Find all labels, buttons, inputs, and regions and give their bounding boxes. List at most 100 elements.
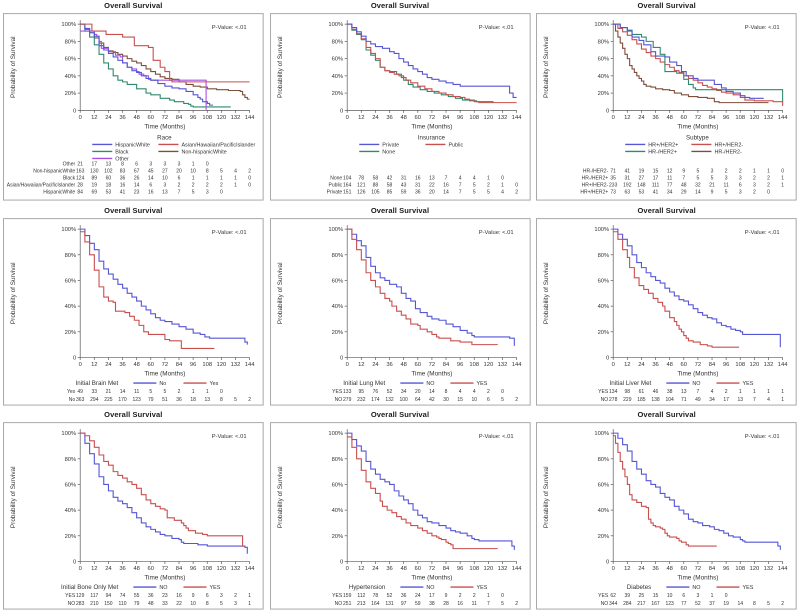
x-tick-label: 72	[162, 566, 168, 572]
y-tick-label: 100%	[61, 22, 76, 28]
at-risk-count: 52	[386, 593, 392, 599]
legend-label: HR-/HER2+	[649, 149, 678, 155]
survival-curve	[80, 432, 248, 555]
at-risk-count: 2	[234, 593, 237, 599]
at-risk-count: 33	[92, 389, 98, 395]
y-axis-title: Probability of Survival	[277, 467, 284, 529]
y-axis-title: Probability of Survival	[10, 262, 17, 324]
at-risk-count: 0	[501, 176, 504, 182]
x-tick-label: 72	[695, 566, 701, 572]
x-tick-label: 108	[202, 566, 212, 572]
legend-label: Asian/Hawaiian/PacificIslander	[181, 142, 255, 148]
legend-title: Hypertension	[348, 584, 385, 591]
at-risk-count: 2	[487, 183, 490, 189]
at-risk-count: 6	[487, 397, 490, 403]
y-tick-label: 100%	[328, 227, 343, 233]
at-risk-count: 229	[623, 397, 632, 403]
at-risk-count: 2	[515, 601, 518, 607]
at-risk-count: 7	[458, 183, 461, 189]
at-risk-count: 32	[695, 183, 701, 189]
survival-curve	[346, 436, 498, 550]
at-risk-count: 21	[77, 161, 83, 167]
at-risk-count: 7	[683, 176, 686, 182]
at-risk-count: 13	[429, 176, 435, 182]
at-risk-count: 1	[234, 183, 237, 189]
at-risk-count: 22	[176, 601, 182, 607]
x-tick-label: 0	[345, 566, 348, 572]
at-risk-count: 29	[681, 190, 687, 196]
x-tick-label: 36	[386, 362, 392, 368]
y-tick-label: 100%	[61, 431, 76, 437]
x-tick-label: 24	[372, 115, 379, 121]
at-risk-row-label: YES	[598, 593, 609, 599]
x-tick-label: 132	[231, 566, 241, 572]
legend-label: Other	[115, 156, 129, 162]
at-risk-count: 94	[106, 593, 112, 599]
at-risk-count: 2	[753, 190, 756, 196]
at-risk-count: 69	[92, 190, 98, 196]
at-risk-count: 8	[444, 389, 447, 395]
at-risk-count: 20	[176, 169, 182, 175]
y-tick-label: 0	[340, 560, 343, 566]
x-tick-label: 120	[750, 566, 760, 572]
x-tick-label: 36	[119, 115, 125, 121]
at-risk-count: 15	[457, 397, 463, 403]
x-tick-label: 84	[442, 566, 449, 572]
survival-curve	[346, 432, 515, 551]
x-tick-label: 60	[148, 566, 154, 572]
at-risk-count: 14	[738, 601, 744, 607]
y-axis-title: Probability of Survival	[10, 36, 17, 98]
at-risk-count: 78	[358, 176, 364, 182]
at-risk-count: 30	[443, 397, 449, 403]
km-panel-race: Overall Survival P-Value: <.01 100% 80% 60%…	[0, 0, 267, 205]
at-risk-count: 79	[148, 397, 154, 403]
km-panel-liver-met: Overall Survival P-Value: <.01 100% 80% 60%…	[533, 205, 800, 410]
at-risk-count: 5	[501, 397, 504, 403]
at-risk-count: 79	[134, 601, 140, 607]
at-risk-row-label: HR+/HER2+	[581, 190, 609, 196]
y-tick-label: 60%	[598, 278, 610, 284]
at-risk-count: 1	[192, 161, 195, 167]
at-risk-row-label: YES	[65, 593, 76, 599]
at-risk-count: 11	[724, 183, 729, 189]
at-risk-row-label: YES	[332, 593, 343, 599]
x-tick-label: 96	[723, 115, 729, 121]
at-risk-count: 5	[711, 176, 714, 182]
at-risk-row-label: Black	[63, 176, 76, 182]
at-risk-count: 23	[162, 593, 168, 599]
at-risk-count: 123	[132, 397, 141, 403]
km-panel-hypertension: Overall Survival P-Value: <.01 100% 80% 60%…	[267, 409, 534, 614]
x-tick-label: 24	[639, 362, 646, 368]
x-tick-label: 36	[386, 115, 392, 121]
at-risk-row-label: Asian/Hawaiian/PacificIslander	[7, 183, 76, 189]
y-tick-label: 0	[340, 355, 343, 361]
at-risk-count: 105	[371, 190, 380, 196]
at-risk-count: 133	[343, 389, 352, 395]
at-risk-count: 5	[192, 190, 195, 196]
survival-curve	[346, 23, 517, 104]
x-tick-label: 24	[105, 362, 112, 368]
x-tick-label: 84	[442, 115, 449, 121]
x-tick-label: 0	[345, 362, 348, 368]
at-risk-count: 6	[683, 593, 686, 599]
at-risk-count: 151	[343, 190, 352, 196]
at-risk-count: 2	[515, 190, 518, 196]
y-tick-label: 40%	[65, 74, 77, 80]
panel-title: Overall Survival	[104, 410, 163, 420]
at-risk-count: 59	[401, 190, 407, 196]
at-risk-count: 0	[220, 190, 223, 196]
panel-title: Overall Survival	[370, 1, 430, 10]
at-risk-count: 13	[738, 397, 744, 403]
y-tick-label: 60%	[331, 57, 343, 63]
at-risk-count: 2	[473, 593, 476, 599]
x-tick-label: 144	[778, 115, 788, 121]
legend-label: Public	[448, 142, 463, 148]
at-risk-count: 74	[120, 593, 126, 599]
at-risk-count: 3	[164, 161, 167, 167]
x-axis-title: Time (Months)	[144, 370, 185, 377]
x-tick-label: 24	[639, 566, 646, 572]
x-tick-label: 144	[245, 362, 255, 368]
at-risk-row-label: YES	[332, 389, 343, 395]
plot-frame	[3, 422, 264, 610]
